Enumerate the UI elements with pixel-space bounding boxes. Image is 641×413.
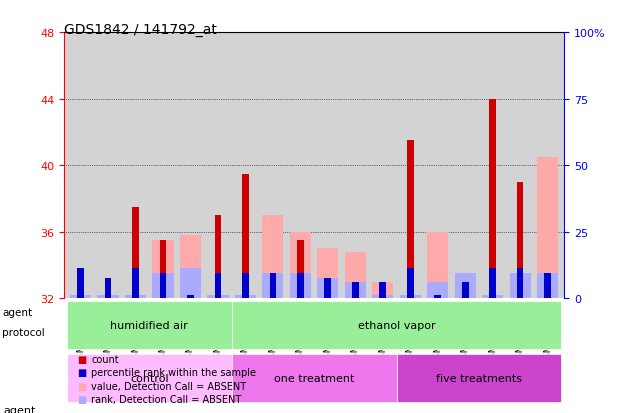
Bar bbox=[132, 269, 139, 299]
Bar bbox=[104, 279, 112, 299]
Bar bbox=[462, 295, 469, 299]
Bar bbox=[435, 295, 441, 299]
Bar bbox=[435, 295, 441, 299]
Bar bbox=[269, 274, 276, 299]
Bar bbox=[544, 295, 551, 299]
Bar bbox=[510, 295, 531, 299]
Bar bbox=[462, 282, 469, 299]
Bar bbox=[125, 295, 146, 299]
Bar bbox=[235, 295, 256, 299]
Bar bbox=[208, 295, 228, 299]
Text: control: control bbox=[130, 373, 169, 383]
Bar bbox=[510, 274, 531, 299]
Bar bbox=[407, 141, 413, 299]
Text: value, Detection Call = ABSENT: value, Detection Call = ABSENT bbox=[91, 381, 246, 391]
Bar bbox=[454, 274, 476, 299]
Bar bbox=[290, 274, 311, 299]
Bar bbox=[427, 232, 448, 299]
Bar bbox=[70, 295, 91, 299]
Text: ■: ■ bbox=[77, 354, 86, 364]
FancyBboxPatch shape bbox=[397, 354, 562, 402]
Bar bbox=[297, 274, 304, 299]
Bar bbox=[407, 269, 413, 299]
Text: five treatments: five treatments bbox=[436, 373, 522, 383]
Bar bbox=[352, 295, 359, 299]
Bar bbox=[180, 269, 201, 299]
FancyBboxPatch shape bbox=[67, 301, 231, 349]
Bar bbox=[489, 100, 496, 299]
Bar bbox=[235, 295, 256, 299]
Text: count: count bbox=[91, 354, 119, 364]
Bar bbox=[324, 295, 331, 299]
Bar bbox=[482, 295, 503, 299]
Bar bbox=[537, 274, 558, 299]
Bar bbox=[352, 282, 359, 299]
Bar bbox=[77, 269, 84, 299]
Bar bbox=[427, 282, 448, 299]
Bar bbox=[537, 157, 558, 299]
Bar bbox=[372, 295, 394, 299]
Bar bbox=[187, 295, 194, 299]
Text: agent: agent bbox=[3, 405, 36, 413]
Bar bbox=[345, 252, 366, 299]
FancyBboxPatch shape bbox=[231, 354, 397, 402]
Bar bbox=[517, 269, 524, 299]
Text: protocol: protocol bbox=[2, 328, 45, 337]
Bar bbox=[125, 295, 146, 299]
Bar bbox=[104, 295, 112, 299]
Bar bbox=[400, 295, 420, 299]
Text: ethanol vapor: ethanol vapor bbox=[358, 320, 435, 330]
Bar bbox=[454, 274, 476, 299]
FancyBboxPatch shape bbox=[67, 354, 231, 402]
Bar bbox=[160, 274, 167, 299]
Bar bbox=[317, 249, 338, 299]
Text: ■: ■ bbox=[77, 394, 86, 404]
Bar bbox=[180, 235, 201, 299]
Bar bbox=[544, 274, 551, 299]
Bar bbox=[345, 282, 366, 299]
Bar bbox=[97, 295, 119, 299]
Bar bbox=[153, 240, 174, 299]
Bar bbox=[187, 295, 194, 299]
Bar bbox=[317, 279, 338, 299]
Text: GDS1842 / 141792_at: GDS1842 / 141792_at bbox=[64, 23, 217, 37]
Bar bbox=[379, 282, 386, 299]
Bar bbox=[242, 274, 249, 299]
Bar bbox=[153, 274, 174, 299]
Bar bbox=[70, 295, 91, 299]
Text: ■: ■ bbox=[77, 381, 86, 391]
Bar bbox=[262, 274, 283, 299]
Text: humidified air: humidified air bbox=[110, 320, 188, 330]
Bar bbox=[97, 295, 119, 299]
Bar bbox=[379, 295, 386, 299]
Bar bbox=[160, 240, 167, 299]
Bar bbox=[208, 295, 228, 299]
Bar bbox=[324, 279, 331, 299]
Text: ■: ■ bbox=[77, 368, 86, 377]
Bar bbox=[215, 274, 221, 299]
Text: one treatment: one treatment bbox=[274, 373, 354, 383]
Bar bbox=[517, 183, 524, 299]
Bar bbox=[242, 174, 249, 299]
Bar bbox=[262, 216, 283, 299]
Bar bbox=[482, 295, 503, 299]
Bar bbox=[215, 216, 221, 299]
Bar bbox=[77, 282, 84, 299]
Text: percentile rank within the sample: percentile rank within the sample bbox=[91, 368, 256, 377]
Bar bbox=[297, 240, 304, 299]
Bar bbox=[400, 295, 420, 299]
Bar bbox=[269, 295, 276, 299]
FancyBboxPatch shape bbox=[231, 301, 562, 349]
Text: rank, Detection Call = ABSENT: rank, Detection Call = ABSENT bbox=[91, 394, 241, 404]
Bar bbox=[489, 269, 496, 299]
Bar bbox=[372, 282, 394, 299]
Bar bbox=[290, 232, 311, 299]
Bar bbox=[132, 207, 139, 299]
Text: agent: agent bbox=[2, 307, 32, 317]
